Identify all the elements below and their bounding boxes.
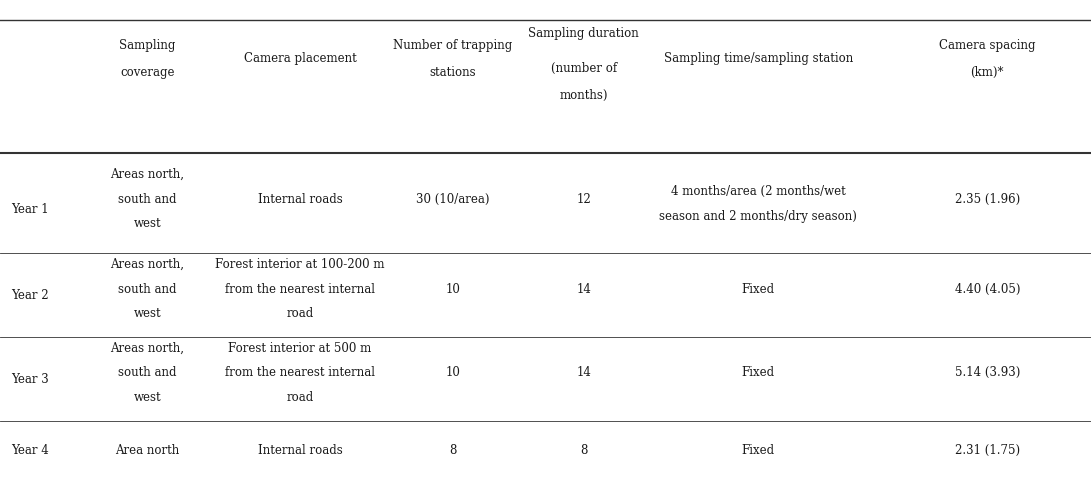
Text: Fixed: Fixed xyxy=(742,367,775,379)
Text: Year 4: Year 4 xyxy=(11,444,49,457)
Text: 14: 14 xyxy=(576,367,591,379)
Text: Forest interior at 500 m: Forest interior at 500 m xyxy=(228,342,372,355)
Text: Camera spacing: Camera spacing xyxy=(939,39,1035,52)
Text: stations: stations xyxy=(430,66,476,79)
Text: Area north: Area north xyxy=(116,444,179,457)
Text: west: west xyxy=(133,308,161,320)
Text: west: west xyxy=(133,217,161,230)
Text: Fixed: Fixed xyxy=(742,444,775,457)
Text: Year 1: Year 1 xyxy=(11,203,48,215)
Text: 14: 14 xyxy=(576,283,591,296)
Text: 12: 12 xyxy=(576,193,591,206)
Text: 4 months/area (2 months/wet: 4 months/area (2 months/wet xyxy=(671,185,846,198)
Text: road: road xyxy=(287,391,313,404)
Text: Number of trapping: Number of trapping xyxy=(393,39,513,52)
Text: south and: south and xyxy=(118,193,177,206)
Text: Sampling: Sampling xyxy=(119,39,176,52)
Text: Sampling time/sampling station: Sampling time/sampling station xyxy=(663,52,853,64)
Text: south and: south and xyxy=(118,283,177,296)
Text: (number of: (number of xyxy=(551,62,616,74)
Text: Internal roads: Internal roads xyxy=(257,444,343,457)
Text: west: west xyxy=(133,391,161,404)
Text: 30 (10/area): 30 (10/area) xyxy=(416,193,490,206)
Text: 10: 10 xyxy=(445,283,460,296)
Text: Areas north,: Areas north, xyxy=(110,342,184,355)
Text: Year 2: Year 2 xyxy=(11,289,48,302)
Text: months): months) xyxy=(560,89,608,101)
Text: south and: south and xyxy=(118,367,177,379)
Text: 2.35 (1.96): 2.35 (1.96) xyxy=(955,193,1020,206)
Text: Forest interior at 100-200 m: Forest interior at 100-200 m xyxy=(215,258,385,271)
Text: 4.40 (4.05): 4.40 (4.05) xyxy=(955,283,1020,296)
Text: from the nearest internal: from the nearest internal xyxy=(225,367,375,379)
Text: 10: 10 xyxy=(445,367,460,379)
Text: 8: 8 xyxy=(449,444,456,457)
Text: coverage: coverage xyxy=(120,66,175,79)
Text: 8: 8 xyxy=(580,444,587,457)
Text: season and 2 months/dry season): season and 2 months/dry season) xyxy=(659,210,858,223)
Text: Areas north,: Areas north, xyxy=(110,168,184,181)
Text: road: road xyxy=(287,308,313,320)
Text: 2.31 (1.75): 2.31 (1.75) xyxy=(955,444,1020,457)
Text: Year 3: Year 3 xyxy=(11,373,49,386)
Text: Camera placement: Camera placement xyxy=(243,52,357,64)
Text: Areas north,: Areas north, xyxy=(110,258,184,271)
Text: Fixed: Fixed xyxy=(742,283,775,296)
Text: Sampling duration: Sampling duration xyxy=(528,27,639,40)
Text: 5.14 (3.93): 5.14 (3.93) xyxy=(955,367,1020,379)
Text: Internal roads: Internal roads xyxy=(257,193,343,206)
Text: (km)*: (km)* xyxy=(971,66,1004,79)
Text: from the nearest internal: from the nearest internal xyxy=(225,283,375,296)
